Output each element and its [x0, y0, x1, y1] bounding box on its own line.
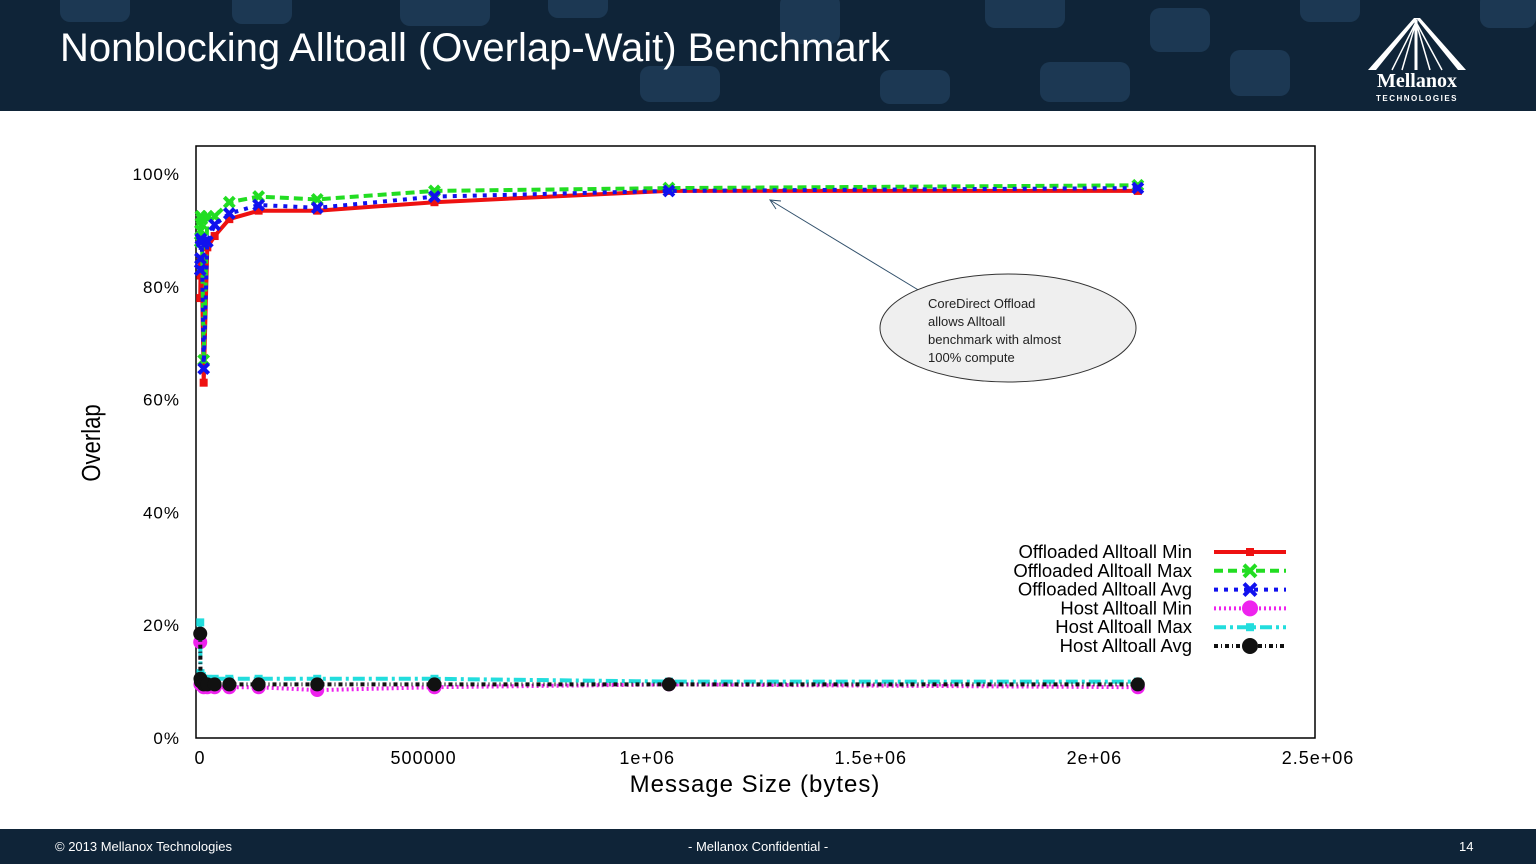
data-point — [428, 190, 441, 203]
footer-page-number: 14 — [1459, 839, 1474, 854]
y-tick-label: 60% — [143, 391, 180, 410]
slide-header: Nonblocking Alltoall (Overlap-Wait) Benc… — [0, 0, 1536, 111]
x-tick-label: 1e+06 — [619, 748, 675, 768]
legend-marker — [1242, 582, 1258, 598]
legend-item: Offloaded Alltoall Max — [1013, 560, 1286, 581]
legend-item: Offloaded Alltoall Avg — [1018, 579, 1286, 600]
data-point — [193, 263, 207, 277]
legend-marker — [1246, 548, 1254, 556]
series-6 — [193, 626, 1145, 692]
x-tick-label: 2.5e+06 — [1282, 748, 1355, 768]
legend-label: Host Alltoall Min — [1060, 597, 1192, 618]
data-point — [662, 184, 676, 198]
data-point — [197, 362, 211, 375]
y-tick-label: 40% — [143, 503, 180, 522]
header-decor-tile — [548, 0, 608, 18]
data-point — [225, 215, 234, 224]
header-decor-tile — [985, 0, 1065, 28]
header-decor-tile — [232, 0, 292, 24]
header-decor-tile — [1040, 62, 1130, 102]
header-decor-tile — [1480, 0, 1536, 28]
header-decor-tile — [880, 70, 950, 104]
page-title: Nonblocking Alltoall (Overlap-Wait) Benc… — [60, 26, 890, 70]
legend-item: Host Alltoall Max — [1055, 616, 1286, 637]
callout-bubble — [879, 273, 1137, 383]
data-point — [193, 626, 208, 641]
legend-label: Offloaded Alltoall Max — [1013, 560, 1192, 581]
x-tick-label: 0 — [194, 748, 205, 768]
overlap-chart: 0% 20% 40% 60% 80% 100% 0 500000 1e+06 1.5e+06 2e… — [77, 145, 1355, 798]
y-axis: 0% 20% 40% 60% 80% 100% — [133, 165, 180, 748]
legend-label: Offloaded Alltoall Min — [1019, 541, 1192, 562]
y-tick-label: 80% — [143, 278, 180, 297]
data-point — [427, 677, 442, 692]
slide-footer: © 2013 Mellanox Technologies - Mellanox … — [0, 829, 1536, 864]
legend-marker — [1242, 638, 1258, 654]
data-point — [430, 198, 439, 207]
data-point — [310, 201, 324, 215]
y-tick-label: 20% — [143, 616, 180, 635]
series-layer — [193, 178, 1145, 698]
data-point — [1131, 181, 1145, 195]
callout-pointer — [769, 199, 921, 292]
data-point — [200, 235, 214, 249]
legend-item: Host Alltoall Min — [1060, 597, 1286, 618]
legend-marker — [1242, 600, 1258, 617]
callout-line-3: benchmark with almost — [928, 332, 1061, 347]
y-axis-label: Overlap — [77, 404, 106, 481]
x-tick-label: 1.5e+06 — [835, 748, 908, 768]
header-decor-tile — [1150, 8, 1210, 52]
mellanox-bridge-logo-icon — [1368, 18, 1466, 71]
company-logo: Mellanox TECHNOLOGIES — [1362, 14, 1472, 104]
legend-marker — [1242, 563, 1258, 579]
x-axis-label: Message Size (bytes) — [630, 771, 881, 798]
footer-confidential: - Mellanox Confidential - — [688, 839, 829, 854]
legend-item: Host Alltoall Avg — [1060, 635, 1286, 656]
header-decor-tile — [1230, 50, 1290, 96]
logo-wordmark: Mellanox — [1377, 70, 1457, 92]
callout-line-1: CoreDirect Offload — [928, 296, 1035, 311]
data-point — [196, 271, 205, 280]
data-point — [222, 195, 236, 209]
legend-label: Host Alltoall Avg — [1060, 635, 1192, 656]
data-point — [196, 618, 205, 627]
x-tick-label: 500000 — [391, 748, 457, 768]
data-point — [196, 294, 205, 303]
header-decor-tile — [780, 0, 840, 44]
legend-label: Offloaded Alltoall Avg — [1018, 579, 1192, 600]
header-decor-tile — [400, 0, 490, 26]
callout-arrowhead — [769, 199, 782, 210]
callout-line-2: allows Alltoall — [928, 314, 1005, 329]
data-point — [661, 677, 676, 692]
legend-marker — [1246, 623, 1254, 632]
data-point — [310, 677, 325, 692]
x-tick-label: 2e+06 — [1067, 748, 1123, 768]
header-decor-tile — [1300, 0, 1360, 22]
header-decor-tile — [60, 0, 130, 22]
logo-tagline: TECHNOLOGIES — [1375, 94, 1458, 103]
data-point — [252, 198, 266, 212]
legend-label: Host Alltoall Max — [1055, 616, 1192, 637]
callout-line-4: 100% compute — [928, 350, 1015, 365]
data-point — [222, 207, 236, 220]
legend-item: Offloaded Alltoall Min — [1019, 541, 1286, 562]
callout-text: CoreDirect Offload allows Alltoall bench… — [928, 296, 1065, 365]
data-point — [207, 677, 222, 692]
series-3 — [193, 181, 1145, 375]
data-point — [194, 252, 207, 266]
data-point — [222, 677, 237, 692]
data-point — [1130, 677, 1145, 692]
y-tick-label: 0% — [153, 729, 180, 748]
data-point — [210, 232, 219, 241]
footer-copyright: © 2013 Mellanox Technologies — [55, 839, 233, 854]
plot-frame — [195, 145, 1316, 739]
y-tick-label: 100% — [133, 165, 180, 184]
data-point — [254, 206, 263, 215]
x-axis: 0 500000 1e+06 1.5e+06 2e+06 2.5e+06 — [194, 748, 1355, 768]
data-point — [251, 677, 266, 692]
data-point — [199, 378, 208, 387]
data-point — [208, 218, 222, 232]
header-decor-tile — [640, 66, 720, 102]
